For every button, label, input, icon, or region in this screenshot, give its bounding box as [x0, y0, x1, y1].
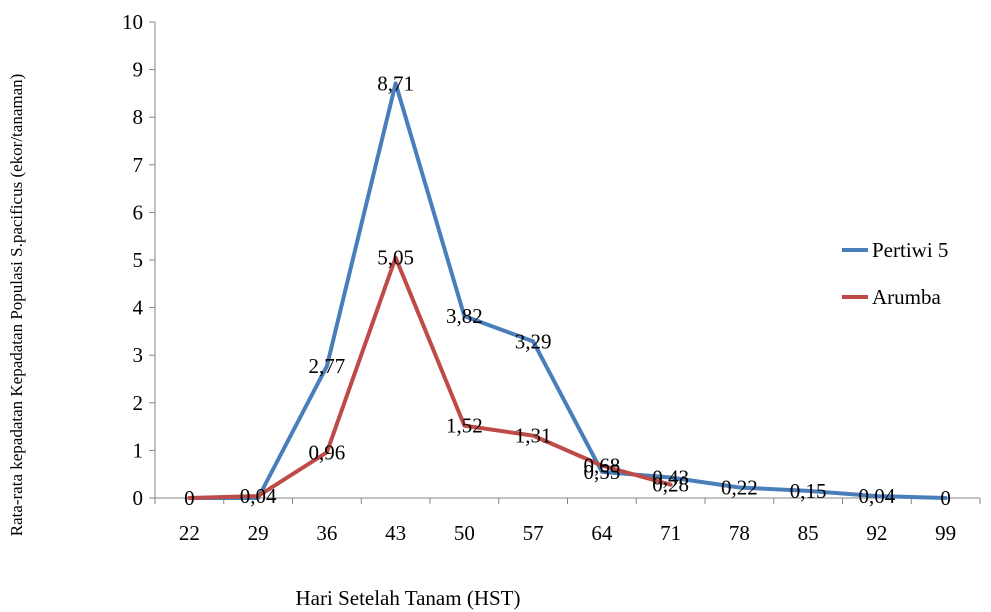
x-tick-label: 50: [454, 521, 475, 545]
data-label: 1,31: [515, 424, 552, 448]
x-tick-label: 36: [316, 521, 337, 545]
data-label: 3,29: [515, 329, 552, 353]
x-tick-label: 64: [591, 521, 613, 545]
legend-label: Arumba: [872, 285, 941, 309]
y-tick-label: 7: [133, 153, 144, 177]
data-label: 1,52: [446, 414, 483, 438]
data-label: 3,82: [446, 304, 483, 328]
x-tick-label: 29: [248, 521, 269, 545]
x-tick-label: 71: [660, 521, 681, 545]
data-label: 5,05: [377, 246, 414, 270]
y-ticks: 0 1 2 3 4 5 6 7 8 9 10: [122, 10, 155, 510]
x-tick-label: 22: [179, 521, 200, 545]
data-label: 0: [940, 486, 951, 510]
y-tick-label: 6: [133, 200, 144, 224]
data-label: 8,71: [377, 71, 414, 95]
y-tick-label: 1: [133, 438, 144, 462]
x-tick-label: 99: [935, 521, 956, 545]
y-axis-title: Rata-rata kepadatan Kepadatan Populasi S…: [7, 74, 26, 537]
data-label: 0,22: [721, 476, 758, 500]
data-label: 0,15: [790, 479, 827, 503]
x-tick-label: 78: [729, 521, 750, 545]
series-line-pertiwi-5: [187, 81, 948, 500]
data-label: 2,77: [309, 354, 346, 378]
series-line-arumba: [187, 255, 673, 500]
axes: [154, 22, 980, 499]
data-labels: 2,77 8,71 3,82 3,29 0,55 0,43 0,22 0,15 0,04 0 0 0,…: [184, 71, 951, 510]
data-label: 0,55: [584, 460, 621, 484]
y-tick-label: 5: [133, 248, 144, 272]
y-tick-label: 10: [122, 10, 143, 34]
y-tick-label: 8: [133, 105, 144, 129]
data-label: 0,04: [859, 484, 896, 508]
y-tick-label: 2: [133, 391, 144, 415]
series-lines: [187, 81, 948, 500]
data-label: 0,43: [652, 466, 689, 490]
data-label: 0: [184, 486, 195, 510]
x-tick-label: 43: [385, 521, 406, 545]
data-label: 0,28: [652, 473, 689, 497]
y-tick-label: 0: [133, 486, 144, 510]
legend-label: Pertiwi 5: [872, 238, 948, 262]
x-axis-title: Hari Setelah Tanam (HST): [296, 586, 521, 610]
x-tick-label: 57: [523, 521, 544, 545]
y-tick-label: 9: [133, 58, 144, 82]
x-ticks: 22 29 36 43 50 57 64 71 78 85 92 99: [154, 498, 981, 545]
x-tick-label: 85: [798, 521, 819, 545]
legend: Pertiwi 5 Arumba: [842, 238, 948, 309]
y-tick-label: 4: [133, 296, 144, 320]
data-label: 0,68: [584, 454, 621, 478]
y-tick-label: 3: [133, 343, 144, 367]
data-label: 0,96: [309, 440, 346, 464]
x-tick-label: 92: [866, 521, 887, 545]
data-label: 0,04: [240, 484, 277, 508]
